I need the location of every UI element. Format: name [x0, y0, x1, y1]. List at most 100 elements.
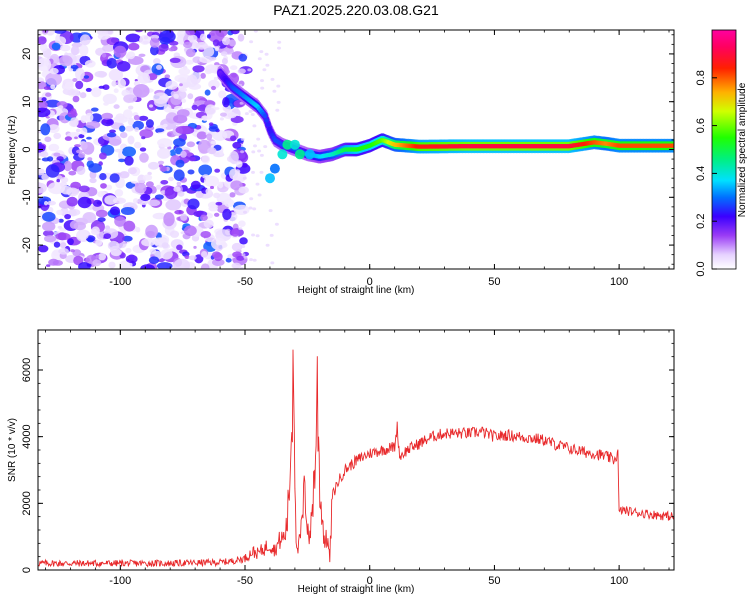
spectrogram-ridge-blob	[277, 149, 288, 160]
spectrogram-noise-blob	[114, 189, 124, 197]
spectrogram-noise-blob	[141, 136, 146, 140]
spectrogram-noise-blob	[239, 237, 248, 245]
spectrogram-noise-blob	[45, 92, 52, 97]
spectrogram-noise-blob	[187, 198, 200, 210]
spectrogram-noise-blob	[45, 164, 60, 178]
spectrogram-noise-blob	[161, 242, 169, 249]
spectrogram-noise-blob	[38, 107, 51, 118]
spectrogram-noise-blob	[253, 30, 258, 33]
spectrogram-noise-blob	[159, 165, 168, 172]
spectrogram-noise-blob	[79, 44, 89, 57]
spectrogram-noise-blob	[102, 84, 110, 90]
spectrogram-noise-blob	[173, 138, 186, 147]
spectrogram-noise-blob	[127, 135, 135, 145]
spectrogram-noise-blob	[64, 81, 74, 90]
spectrogram-noise-blob	[153, 58, 161, 65]
snr-y-ticks: 0 2000 4000 6000	[21, 329, 674, 573]
spectrogram-noise-blob	[42, 221, 56, 232]
spectrogram-noise-blob	[214, 244, 223, 251]
spectrogram-noise-blob	[134, 127, 140, 132]
spectrogram-noise-blob	[188, 255, 197, 261]
spectrogram-noise-blob	[118, 158, 126, 163]
spectrogram-noise-blob	[140, 193, 151, 202]
colorbar-gradient	[712, 30, 736, 269]
spectrogram-noise-blob	[230, 30, 240, 35]
colorbar-ticks: 0.0 0.2 0.4 0.6 0.8	[695, 70, 717, 277]
spectrogram-noise-blob	[177, 191, 185, 197]
spectrogram-noise-blob	[79, 92, 87, 99]
spectrogram-noise-blob	[252, 258, 257, 262]
spectrogram-noise-blob	[145, 224, 159, 239]
spectrogram-noise-blob	[106, 58, 118, 69]
spectrogram-noise-blob	[156, 262, 173, 269]
spectrogram-noise-blob	[220, 112, 227, 117]
spectrogram-noise-blob	[92, 259, 102, 267]
spectrogram-noise-blob	[207, 147, 217, 155]
x-tick-label: -50	[237, 276, 253, 288]
spectrogram-noise-blob	[100, 183, 107, 189]
spectrogram-noise-blob	[48, 143, 60, 152]
colorbar-tick-label: 0.4	[695, 166, 707, 181]
spectrogram-noise-blob	[233, 204, 250, 215]
spectrogram-noise-blob	[257, 193, 262, 197]
spectrogram-noise-blob	[167, 146, 172, 150]
spectrogram-noise-blob	[108, 69, 124, 81]
spectrogram-noise-blob	[229, 192, 236, 198]
spectrogram-noise-blob	[174, 105, 183, 111]
spectrogram-noise-blob	[228, 39, 237, 47]
spectrogram-noise-blob	[68, 209, 77, 217]
spectrogram-noise-blob	[183, 225, 197, 236]
spectrogram-noise-blob	[86, 263, 92, 267]
spectrogram-noise-blob	[39, 151, 49, 158]
spectrogram-noise-blob	[184, 255, 190, 259]
spectrogram-noise-blob	[241, 253, 246, 257]
spectrogram-noise-blob	[214, 212, 220, 217]
spectrogram-noise-blob	[98, 253, 106, 261]
x-tick-label: 100	[610, 575, 628, 587]
spectrogram-noise-blob	[66, 196, 78, 207]
spectrogram-noise-blob	[60, 181, 67, 188]
spectrogram-x-axis-label: Height of straight line (km)	[298, 285, 415, 296]
spectrogram-noise-blob	[119, 171, 130, 179]
spectrogram-noise-blob	[103, 233, 112, 240]
spectrogram-noise-blob	[175, 125, 192, 135]
spectrogram-noise-blob	[200, 231, 211, 238]
spectrogram-noise-blob	[157, 160, 165, 165]
spectrogram-noise-blob	[160, 249, 173, 260]
x-tick-label: 0	[367, 575, 373, 587]
spectrogram-noise-blob	[212, 258, 225, 266]
spectrogram-noise-blob	[38, 245, 49, 253]
spectrogram-noise-blob	[212, 39, 220, 47]
spectrogram-noise-blob	[208, 122, 214, 126]
spectrogram-noise-blob	[238, 227, 243, 231]
spectrogram-noise-blob	[156, 64, 162, 70]
spectrogram-noise-blob	[239, 101, 244, 105]
spectrogram-noise-blob	[51, 42, 61, 51]
spectrogram-noise-blob	[113, 88, 119, 93]
spectrogram-noise-blob	[264, 52, 269, 56]
spectrogram-ridge-blob	[304, 149, 315, 160]
spectrogram-noise-blob	[222, 97, 230, 108]
spectrogram-noise-blob	[64, 136, 72, 141]
spectrogram-noise-blob	[58, 248, 69, 255]
spectrogram-noise-blob	[262, 68, 267, 72]
spectrogram-noise-blob	[76, 165, 86, 175]
spectrogram-noise-blob	[208, 205, 218, 212]
colorbar-tick-label: 0.2	[695, 214, 707, 229]
spectrogram-noise-blob	[242, 176, 247, 180]
spectrogram-noise-blob	[145, 181, 154, 188]
spectrogram-noise-blob	[78, 185, 90, 193]
spectrogram-noise-blob	[222, 208, 232, 220]
spectrogram-noise-blob	[163, 212, 175, 227]
spectrogram-noise-blob	[165, 199, 182, 211]
spectrogram-noise-blob	[200, 214, 208, 221]
spectrogram-noise-blob	[122, 235, 133, 242]
spectrogram-noise-blob	[251, 170, 255, 174]
spectrogram-noise-blob	[72, 95, 80, 103]
spectrogram-noise-blob	[40, 123, 51, 136]
spectrogram-noise-blob	[48, 207, 54, 213]
spectrogram-noise-blob	[98, 85, 105, 89]
spectrogram-noise-blob	[109, 129, 116, 134]
spectrogram-ridge-core	[262, 113, 268, 119]
spectrogram-noise-blob	[58, 218, 64, 223]
